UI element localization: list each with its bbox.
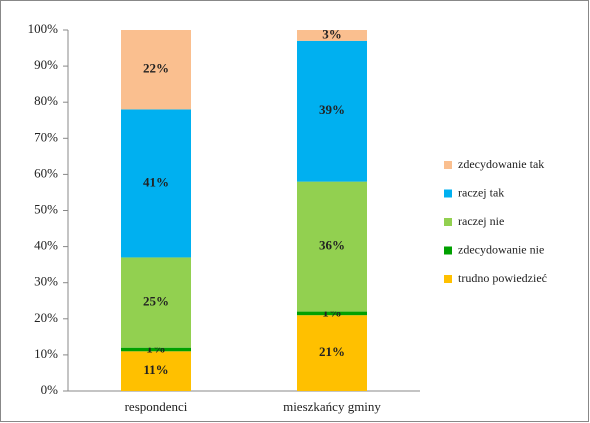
legend-label: raczej tak [458,185,504,199]
y-tick-label: 40% [34,238,58,253]
value-label: 41% [143,174,169,189]
bar-segment [121,30,191,110]
legend-label: zdecydowanie nie [458,242,544,256]
bar-segment [297,315,367,391]
value-label: 11% [143,362,168,377]
legend-swatch [444,161,452,169]
bar-segment [297,181,367,312]
y-tick-label: 30% [34,274,58,289]
bar-segment [297,30,367,41]
y-tick-label: 0% [41,382,59,397]
legend-swatch [444,218,452,226]
value-label: 21% [319,344,345,359]
bar-segment [297,311,367,316]
y-tick-label: 70% [34,129,58,144]
x-tick-label: respondenci [125,399,188,414]
legend-label: raczej nie [458,214,504,228]
y-tick-label: 10% [34,346,58,361]
y-tick-label: 80% [34,93,58,108]
legend-swatch [444,246,452,255]
value-label: 39% [319,102,345,117]
y-tick-label: 20% [34,310,58,325]
legend-label: zdecydowanie tak [458,157,544,171]
value-label: 22% [143,61,169,76]
bar-segment [121,257,191,348]
bar-segment [121,109,191,258]
bar-segment [121,347,191,352]
y-tick-label: 90% [34,57,58,72]
bar-segment [121,351,191,391]
value-label: 3% [322,26,342,41]
value-label: 25% [143,294,169,309]
y-tick-label: 100% [28,21,59,36]
y-tick-label: 60% [34,165,58,180]
bar-segment [297,40,367,182]
legend-swatch [444,275,452,283]
legend-label: trudno powiedzieć [458,271,547,285]
x-tick-label: mieszkańcy gminy [283,399,381,414]
value-label: 36% [319,238,345,253]
legend-swatch [444,189,452,198]
y-tick-label: 50% [34,201,58,216]
